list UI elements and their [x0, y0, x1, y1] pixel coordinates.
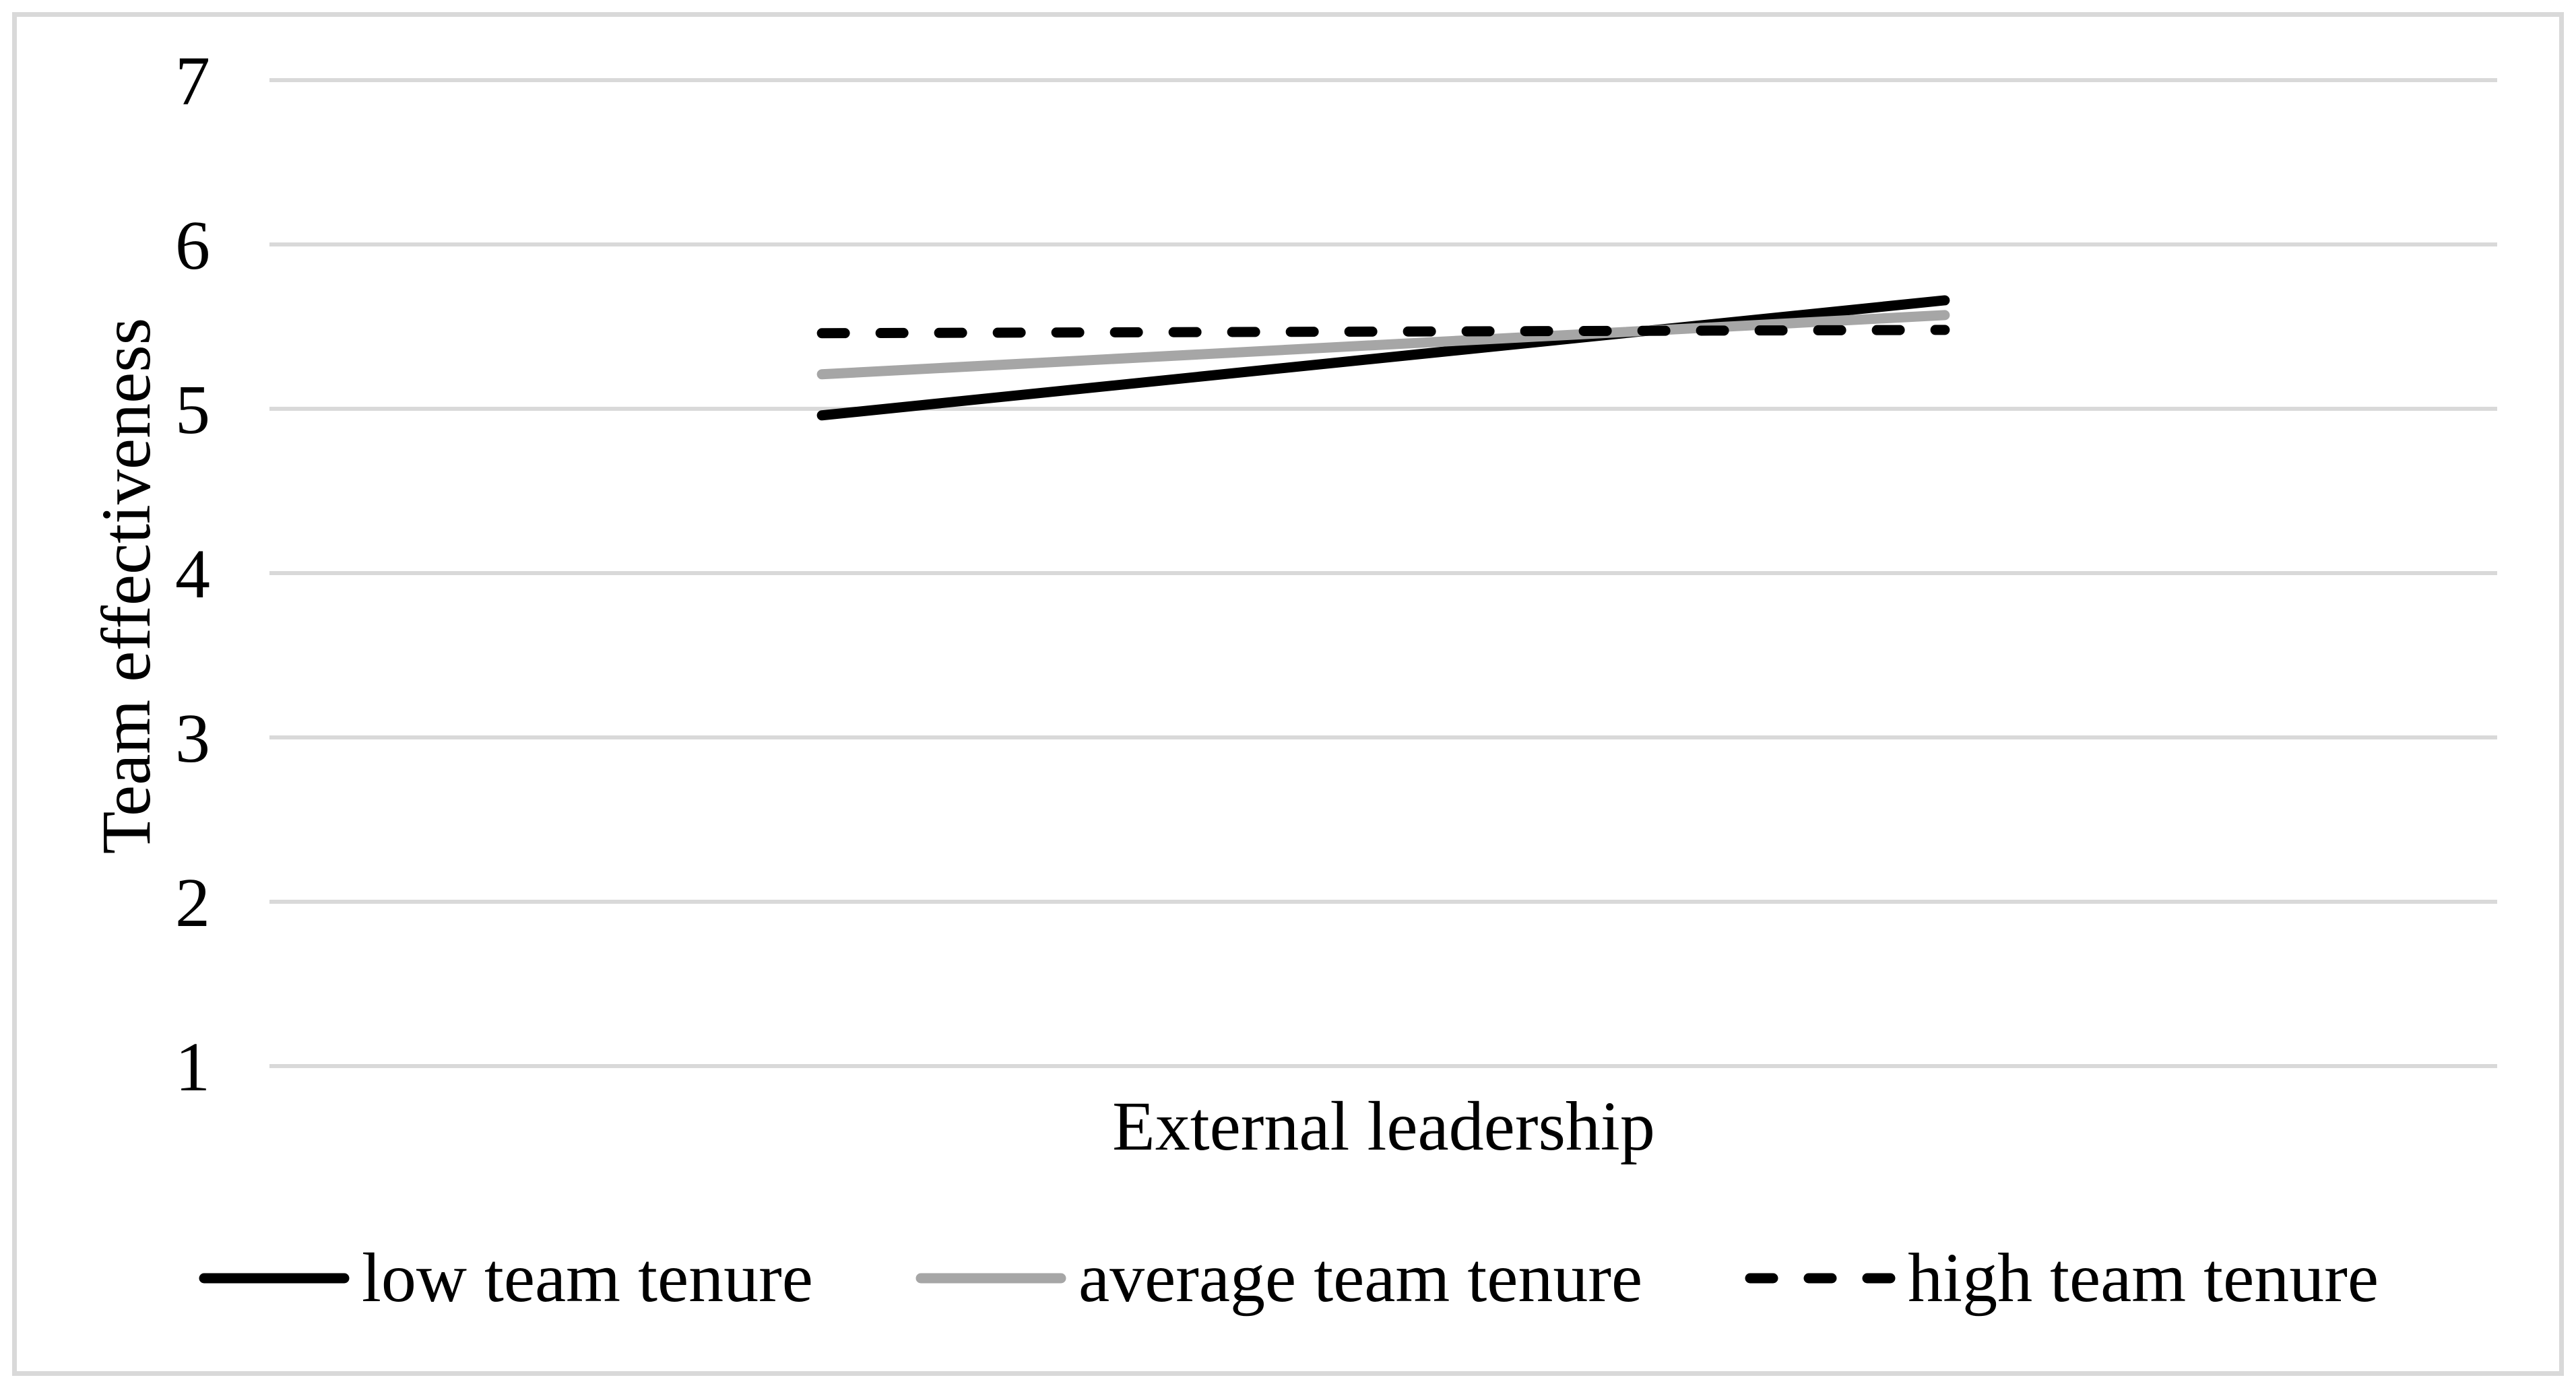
legend-label: average team tenure	[1078, 1239, 1643, 1317]
x-axis-title: External leadership	[1112, 1088, 1655, 1165]
y-tick-label-1: 1	[175, 1028, 210, 1106]
series-lines-group	[816, 295, 1950, 421]
legend-line-sample-solid	[199, 1273, 350, 1284]
legend-line-sample-solid	[915, 1273, 1066, 1284]
y-tick-label-3: 3	[175, 700, 210, 777]
legend-item-low-team-tenure: low team tenure	[197, 1243, 813, 1313]
legend-item-high-team-tenure: high team tenure	[1743, 1243, 2379, 1313]
legend-label: low team tenure	[361, 1239, 813, 1317]
y-tick-label-5: 5	[175, 371, 210, 449]
y-tick-label-4: 4	[175, 535, 210, 613]
gridlines-group	[269, 78, 2497, 1068]
chart-frame-border	[12, 12, 2564, 1376]
y-axis-title: Team effectiveness	[88, 318, 165, 854]
legend-line-sample-dashed	[1745, 1273, 1896, 1284]
series-line-low-team-tenure	[816, 295, 1950, 421]
series-line-average-team-tenure	[816, 310, 1950, 380]
y-tick-labels-group: 7 6 5 4 3 2 1	[175, 42, 210, 1106]
legend-label: high team tenure	[1908, 1239, 2379, 1317]
y-tick-label-2: 2	[175, 864, 210, 941]
y-tick-label-6: 6	[175, 207, 210, 284]
legend-item-average-team-tenure: average team tenure	[914, 1243, 1642, 1313]
series-line-high-team-tenure	[816, 325, 1950, 339]
chart-legend: low team tenure average team tenure high t…	[0, 1238, 2576, 1319]
y-tick-label-7: 7	[175, 42, 210, 120]
